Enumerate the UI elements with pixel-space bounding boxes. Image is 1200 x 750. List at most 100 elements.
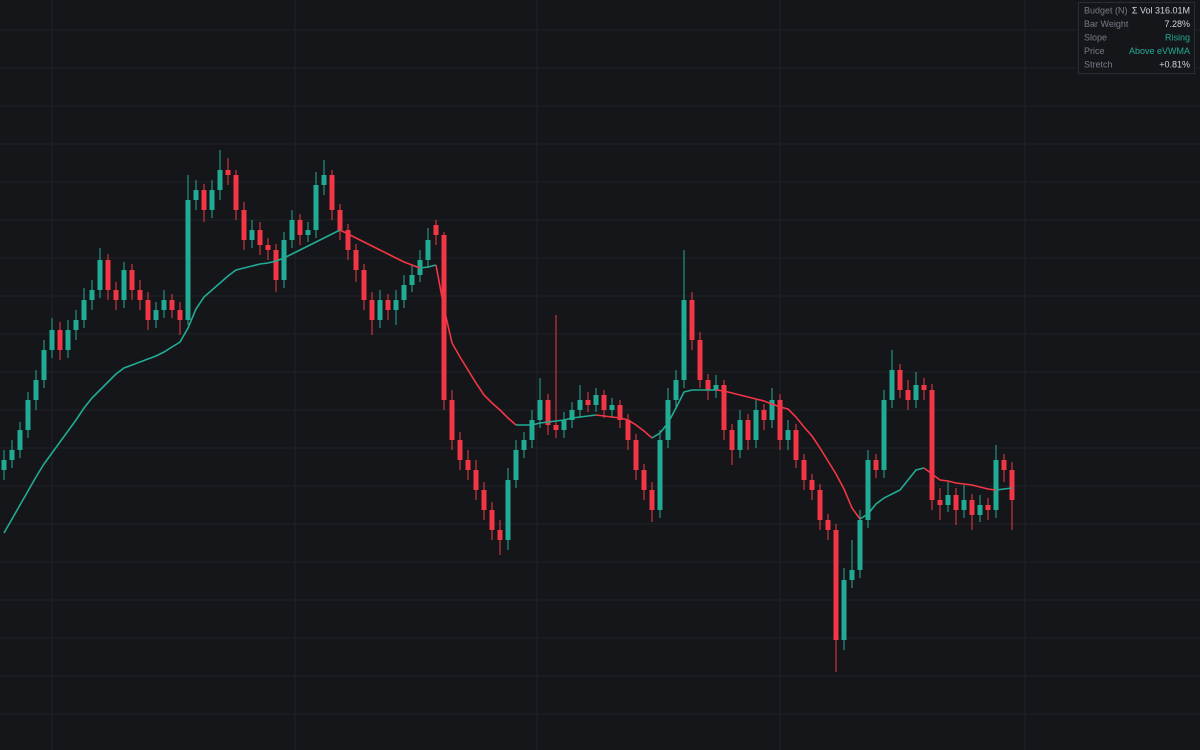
candle-body	[697, 340, 703, 380]
candle-body	[601, 395, 607, 410]
evwma-line	[595, 414, 653, 439]
candle-body	[753, 410, 759, 440]
candle-body	[577, 400, 583, 410]
candle-body	[137, 290, 143, 300]
candle-body	[1001, 460, 1007, 470]
candle-body	[121, 270, 127, 300]
candle-body	[233, 175, 239, 210]
evwma-line	[859, 467, 925, 520]
candle-body	[801, 460, 807, 480]
panel-label: Budget (N)	[1084, 5, 1128, 15]
candle-body	[129, 270, 135, 290]
candle-body	[497, 530, 503, 540]
candle-body	[217, 170, 223, 190]
candle-body	[785, 430, 791, 440]
candle-body	[81, 300, 87, 320]
candle-body	[377, 300, 383, 320]
candle-body	[961, 500, 967, 510]
candle-body	[393, 300, 399, 310]
candle-body	[17, 430, 23, 450]
candle-body	[153, 310, 159, 320]
candle-body	[57, 330, 63, 350]
candle-body	[25, 400, 31, 430]
candle-body	[905, 390, 911, 400]
candle-body	[953, 495, 959, 510]
panel-value: Σ Vol 316.01M	[1132, 5, 1190, 15]
panel-label: Stretch	[1084, 59, 1113, 69]
candle-body	[897, 370, 903, 390]
candle-body	[481, 490, 487, 510]
panel-value: 7.28%	[1164, 19, 1190, 29]
candle-body	[681, 300, 687, 380]
candle-body	[929, 390, 935, 500]
candle-body	[65, 330, 71, 350]
candle-body	[921, 385, 927, 390]
evwma-line	[419, 264, 437, 269]
candle-body	[689, 300, 695, 340]
candle-body	[737, 420, 743, 450]
candle-body	[761, 410, 767, 420]
candle-body	[657, 440, 663, 510]
candle-body	[113, 290, 119, 300]
candle-body	[713, 385, 719, 390]
candle-body	[49, 330, 55, 350]
panel-label: Slope	[1084, 32, 1107, 42]
candle-body	[913, 385, 919, 400]
candle-body	[817, 490, 823, 520]
candle-body	[1, 460, 7, 470]
candle-body	[73, 320, 79, 330]
candle-body	[161, 300, 167, 310]
candle-body	[473, 470, 479, 490]
candle-body	[529, 420, 535, 440]
candle-body	[313, 185, 319, 230]
candle-body	[609, 405, 615, 410]
candle-body	[889, 370, 895, 400]
candle-body	[537, 400, 543, 420]
candle-body	[505, 480, 511, 540]
candle-body	[617, 405, 623, 420]
candle-body	[385, 300, 391, 310]
candle-body	[857, 520, 863, 570]
candle-body	[97, 260, 103, 290]
candle-body	[745, 420, 751, 440]
candle-body	[265, 245, 271, 250]
candle-body	[193, 190, 199, 200]
candle-body	[833, 530, 839, 640]
candle-body	[793, 430, 799, 460]
candle-body	[865, 460, 871, 520]
candle-body	[625, 420, 631, 440]
panel-label: Bar Weight	[1084, 19, 1129, 29]
candle-body	[993, 460, 999, 510]
candle-body	[985, 505, 991, 510]
candle-body	[33, 380, 39, 400]
candle-body	[873, 460, 879, 470]
candle-body	[457, 440, 463, 460]
info-panel	[1078, 2, 1195, 74]
candle-body	[369, 300, 375, 320]
panel-value: Rising	[1165, 32, 1190, 42]
evwma-line	[435, 264, 517, 426]
candle-body	[89, 290, 95, 300]
candle-body	[777, 400, 783, 440]
evwma-line	[516, 414, 597, 426]
panel-label: Price	[1084, 46, 1105, 56]
candle-body	[297, 220, 303, 235]
candle-body	[409, 275, 415, 285]
candle-body	[705, 380, 711, 390]
evwma-line	[715, 389, 861, 520]
candle-body	[641, 470, 647, 490]
candle-body	[881, 400, 887, 470]
candle-body	[321, 175, 327, 185]
candle-body	[449, 400, 455, 440]
candle-body	[353, 250, 359, 270]
candle-body	[673, 380, 679, 400]
candle-body	[937, 500, 943, 505]
evwma-line	[339, 229, 421, 269]
candle-body	[769, 400, 775, 420]
candle-body	[345, 230, 351, 250]
candle-body	[593, 395, 599, 405]
panel-value: +0.81%	[1159, 59, 1190, 69]
evwma-line	[995, 487, 1013, 491]
candle-body	[225, 170, 231, 175]
